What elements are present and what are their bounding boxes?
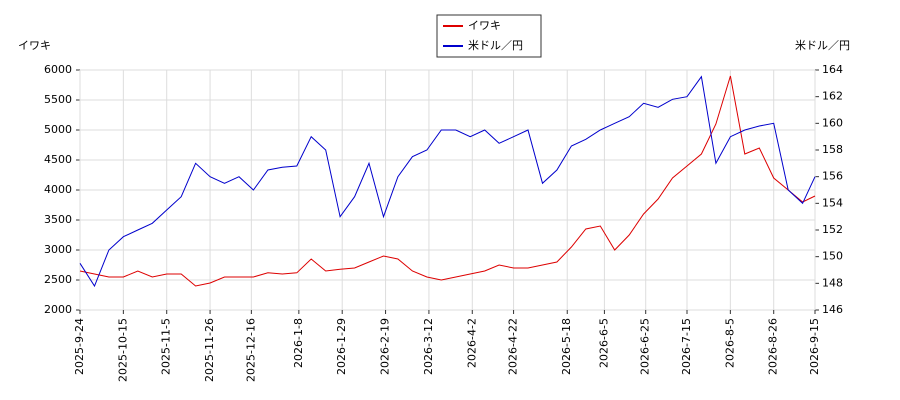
y2-tick-label: 156 <box>822 170 843 183</box>
x-tick-label: 2026-5-18 <box>560 318 573 375</box>
y-tick-label: 6000 <box>44 63 72 76</box>
y2-tick-label: 158 <box>822 143 843 156</box>
y2-tick-label: 146 <box>822 303 843 316</box>
x-tick-label: 2025-10-15 <box>116 318 129 382</box>
y-tick-label: 4000 <box>44 183 72 196</box>
x-tick-label: 2026-3-12 <box>422 318 435 375</box>
legend-label: イワキ <box>468 19 501 32</box>
x-tick-label: 2026-7-15 <box>680 318 693 375</box>
series-line <box>79 75 816 287</box>
y-axis-label: イワキ <box>18 39 51 52</box>
legend-label: 米ドル／円 <box>468 39 523 52</box>
x-tick-label: 2026-6-5 <box>597 318 610 368</box>
y-tick-label: 2000 <box>44 303 72 316</box>
y2-tick-label: 148 <box>822 276 843 289</box>
y2-tick-label: 162 <box>822 90 843 103</box>
x-tick-label: 2025-11-5 <box>160 318 173 375</box>
y2-tick-label: 160 <box>822 116 843 129</box>
x-tick-label: 2026-4-2 <box>465 318 478 368</box>
y-tick-label: 2500 <box>44 273 72 286</box>
y-tick-label: 4500 <box>44 153 72 166</box>
series-line <box>79 75 816 288</box>
x-tick-label: 2026-8-26 <box>767 318 780 375</box>
x-tick-label: 2026-6-25 <box>639 318 652 375</box>
y2-tick-label: 164 <box>822 63 843 76</box>
y2-tick-label: 154 <box>822 196 843 209</box>
x-tick-label: 2025-11-26 <box>203 318 216 382</box>
y2-tick-label: 152 <box>822 223 843 236</box>
x-tick-label: 2026-8-5 <box>723 318 736 368</box>
y-tick-label: 3500 <box>44 213 72 226</box>
legend <box>436 14 542 58</box>
x-tick-label: 2026-4-22 <box>507 318 520 375</box>
y-tick-label: 5500 <box>44 93 72 106</box>
y2-axis-label: 米ドル／円 <box>795 39 850 52</box>
y-tick-label: 3000 <box>44 243 72 256</box>
y2-tick-label: 150 <box>822 250 843 263</box>
x-tick-label: 2026-1-29 <box>335 318 348 375</box>
x-tick-label: 2025-12-16 <box>244 318 257 382</box>
x-tick-label: 2025-9-24 <box>73 318 86 375</box>
x-tick-label: 2026-2-19 <box>379 318 392 375</box>
x-tick-label: 2026-9-15 <box>808 318 821 375</box>
y-tick-label: 5000 <box>44 123 72 136</box>
x-tick-label: 2026-1-8 <box>292 318 305 368</box>
